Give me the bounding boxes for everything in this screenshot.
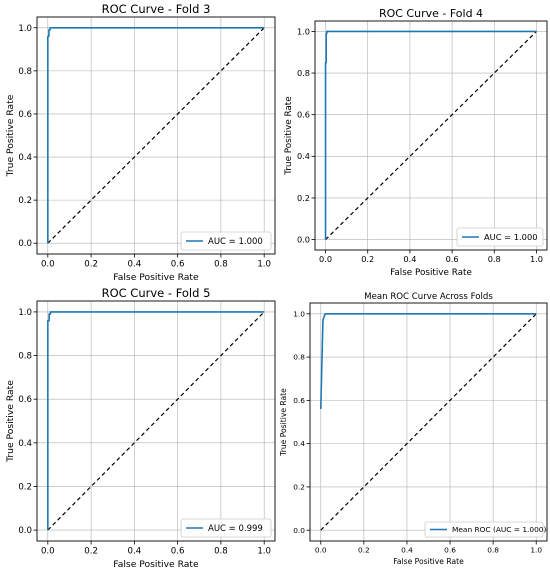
legend-box: [180, 231, 272, 251]
chart-panel-1: 0.0 0.0 0.2 0.2 0.4 0.4 0.6 0.6 0.8 0.8 1.0 1.0 ROC …: [5, 2, 276, 283]
y-tick-label: 0.4: [18, 153, 32, 163]
x-tick-label: 0.2: [84, 547, 98, 557]
y-axis-label: True Positive Rate: [5, 94, 16, 177]
y-tick-label: 0.2: [297, 193, 310, 203]
chance-diagonal-line: [47, 311, 265, 531]
y-tick-label: 0.2: [18, 196, 32, 206]
chart-title: ROC Curve - Fold 4: [379, 7, 483, 20]
x-tick-label: 1.0: [530, 254, 543, 264]
chart-title: ROC Curve - Fold 3: [102, 2, 211, 16]
axes-frame: [36, 300, 276, 542]
roc-series-line: [324, 30, 537, 240]
x-axis-label: False Positive Rate: [393, 557, 464, 566]
legend: AUC = 0.999: [180, 518, 272, 538]
y-tick-label: 1.0: [18, 308, 32, 318]
roc-series-line: [319, 313, 537, 410]
chance-diagonal-line: [47, 27, 265, 244]
legend: AUC = 1.000: [456, 227, 544, 247]
chart-title: ROC Curve - Fold 5: [102, 286, 211, 300]
y-tick-label: 0.8: [18, 67, 32, 77]
x-tick-label: 0.8: [487, 545, 499, 554]
y-tick-label: 1.0: [18, 24, 32, 34]
x-tick-label: 0.8: [214, 547, 228, 557]
legend-box: [180, 518, 272, 538]
x-tick-label: 0.4: [401, 545, 413, 554]
y-tick-label: 0.8: [293, 353, 305, 362]
axes-frame: [36, 16, 276, 255]
y-axis-label: True Positive Rate: [284, 96, 294, 175]
x-tick-label: 0.6: [446, 254, 459, 264]
chart-panel-2: 0.0 0.0 0.2 0.2 0.4 0.4 0.6 0.6 0.8 0.8 1.0 1.0 ROC …: [284, 7, 548, 278]
chance-diagonal-line: [325, 30, 537, 241]
legend-label: AUC = 1.000: [484, 232, 538, 242]
x-tick-label: 1.0: [257, 260, 271, 270]
x-tick-label: 0.0: [315, 545, 327, 554]
y-tick-label: 1.0: [297, 26, 310, 36]
chart-panel-4: 0.0 0.0 0.2 0.2 0.4 0.4 0.6 0.6 0.8 0.8 1.0 1.0 Mean…: [279, 292, 548, 566]
y-tick-label: 0.0: [18, 239, 32, 249]
x-tick-label: 1.0: [530, 545, 542, 554]
chance-diagonal-line: [320, 313, 537, 531]
y-tick-label: 0.4: [297, 151, 310, 161]
y-tick-label: 0.0: [297, 234, 310, 244]
chart-title: Mean ROC Curve Across Folds: [364, 292, 493, 302]
x-tick-label: 0.2: [84, 260, 98, 270]
x-axis-label: False Positive Rate: [113, 559, 199, 568]
chart-panel-3: 0.0 0.0 0.2 0.2 0.4 0.4 0.6 0.6 0.8 0.8 1.0 1.0 ROC …: [5, 286, 276, 568]
y-tick-label: 0.6: [297, 110, 310, 120]
legend-box: [424, 521, 544, 538]
x-tick-label: 0.6: [171, 547, 185, 557]
x-tick-label: 0.2: [361, 254, 374, 264]
roc-series-line: [47, 26, 265, 244]
x-tick-label: 0.8: [488, 254, 501, 264]
legend-label: AUC = 0.999: [208, 524, 263, 534]
legend-label: AUC = 1.000: [208, 237, 263, 247]
x-tick-label: 0.0: [41, 547, 55, 557]
y-axis-label: True Positive Rate: [5, 380, 16, 463]
y-tick-label: 0.2: [293, 482, 305, 491]
legend-label: Mean ROC (AUC = 1.000): [452, 525, 547, 534]
y-tick-label: 0.0: [18, 526, 32, 536]
plot-area: [37, 17, 275, 254]
legend-box: [456, 227, 544, 247]
y-tick-label: 0.2: [18, 482, 32, 492]
y-tick-label: 0.6: [18, 110, 32, 120]
x-tick-label: 0.4: [128, 547, 142, 557]
legend: Mean ROC (AUC = 1.000): [424, 521, 547, 538]
y-tick-label: 0.4: [18, 439, 32, 449]
y-tick-label: 0.6: [293, 396, 305, 405]
plot-area: [310, 303, 547, 541]
legend: AUC = 1.000: [180, 231, 272, 251]
y-tick-label: 0.4: [293, 439, 305, 448]
x-tick-label: 0.4: [403, 254, 416, 264]
x-tick-label: 0.2: [358, 545, 370, 554]
y-axis-label: True Positive Rate: [279, 388, 288, 457]
y-tick-label: 0.6: [18, 395, 32, 405]
y-tick-label: 0.8: [18, 352, 32, 362]
y-tick-label: 1.0: [293, 309, 305, 318]
x-tick-label: 0.0: [319, 254, 332, 264]
x-tick-label: 0.6: [444, 545, 456, 554]
x-axis-label: False Positive Rate: [113, 272, 199, 283]
roc-series-line: [47, 311, 265, 531]
x-tick-label: 0.0: [41, 260, 55, 270]
x-axis-label: False Positive Rate: [390, 268, 472, 278]
y-tick-label: 0.0: [293, 526, 305, 535]
x-tick-label: 0.4: [128, 260, 142, 270]
axes-frame: [314, 20, 548, 251]
x-tick-label: 0.8: [214, 260, 228, 270]
x-tick-label: 1.0: [257, 547, 271, 557]
y-tick-label: 0.8: [297, 68, 310, 78]
axes-frame: [309, 302, 548, 542]
x-tick-label: 0.6: [171, 260, 185, 270]
